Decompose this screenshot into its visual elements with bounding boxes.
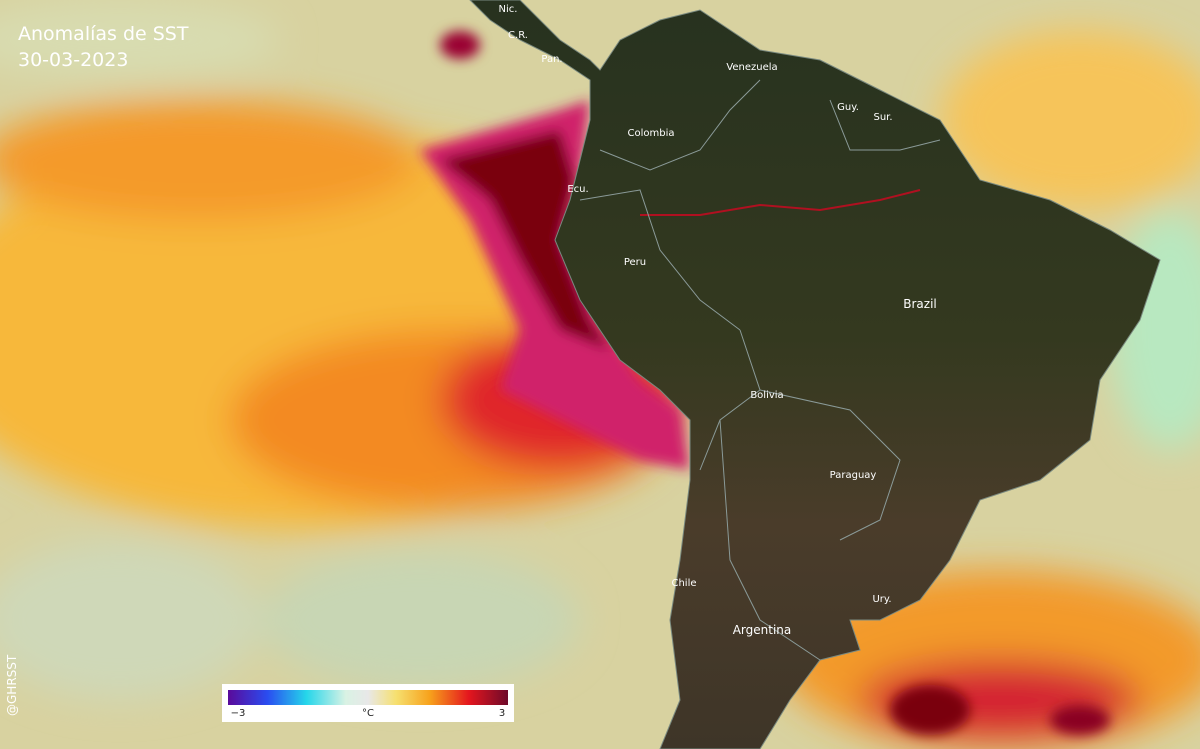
country-label: Paraguay	[830, 470, 877, 481]
country-label: Venezuela	[726, 62, 777, 73]
map-title: Anomalías de SST	[18, 23, 189, 45]
amazon-river	[640, 189, 921, 216]
country-label: Nic.	[499, 4, 518, 15]
borders	[579, 79, 941, 661]
color-bar	[228, 690, 508, 705]
color-legend: −3 °C 3	[222, 684, 514, 722]
warm-anomaly	[420, 31, 1110, 735]
country-label: Chile	[671, 578, 696, 589]
country-label: Guy.	[837, 102, 859, 113]
country-label: Pan.	[541, 54, 562, 65]
country-label: Bolivia	[750, 390, 783, 401]
country-label: Peru	[624, 257, 646, 268]
country-label: Argentina	[733, 623, 792, 637]
country-label: Ecu.	[567, 184, 588, 195]
country-label: Ury.	[872, 594, 891, 605]
map-date: 30-03-2023	[18, 49, 128, 71]
country-label: Colombia	[628, 128, 675, 139]
legend-max: 3	[499, 708, 505, 719]
country-labels: Nic. C.R. Pan. Venezuela Guy. Sur. Colom…	[499, 4, 937, 637]
legend-unit: °C	[362, 708, 374, 719]
country-label: Sur.	[873, 112, 892, 123]
credit: @GHRSST	[5, 654, 19, 716]
legend-min: −3	[231, 708, 246, 719]
country-label: C.R.	[508, 30, 528, 41]
country-label: Brazil	[903, 297, 937, 311]
continent	[469, 0, 1161, 749]
